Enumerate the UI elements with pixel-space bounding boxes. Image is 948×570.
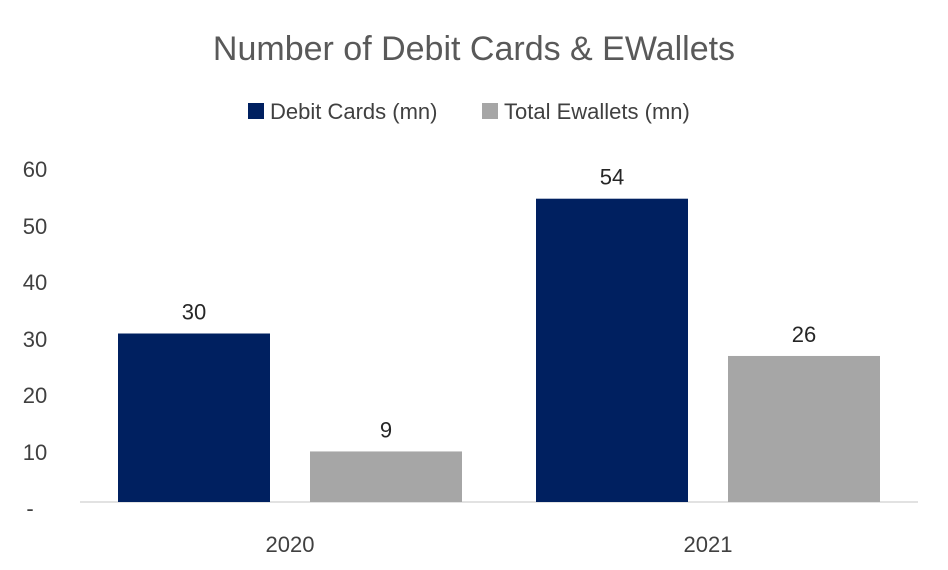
y-axis: - 10 20 30 40 50 60 bbox=[23, 157, 47, 521]
data-label-debit-cards-2020: 30 bbox=[182, 300, 206, 325]
x-category-label: 2021 bbox=[684, 532, 733, 557]
data-label-debit-cards-2021: 54 bbox=[600, 165, 624, 190]
y-tick-label: 20 bbox=[23, 383, 47, 408]
data-label-total-ewallets-2021: 26 bbox=[792, 322, 816, 347]
y-tick-label: 50 bbox=[23, 214, 47, 239]
bar-total-ewallets-2021 bbox=[728, 355, 880, 502]
legend-swatch-total-ewallets bbox=[482, 103, 498, 119]
bar-debit-cards-2020 bbox=[118, 333, 270, 502]
y-tick-label: 40 bbox=[23, 270, 47, 295]
legend: Debit Cards (mn) Total Ewallets (mn) bbox=[248, 99, 690, 124]
legend-swatch-debit-cards bbox=[248, 103, 264, 119]
legend-label-total-ewallets: Total Ewallets (mn) bbox=[504, 99, 690, 124]
y-tick-label: 10 bbox=[23, 440, 47, 465]
data-label-total-ewallets-2020: 9 bbox=[380, 417, 392, 442]
bar-debit-cards-2021 bbox=[536, 198, 688, 502]
y-tick-label: - bbox=[26, 496, 33, 521]
chart-title: Number of Debit Cards & EWallets bbox=[213, 30, 735, 68]
legend-label-debit-cards: Debit Cards (mn) bbox=[270, 99, 437, 124]
y-tick-label: 30 bbox=[23, 327, 47, 352]
bars-group: 30 9 54 26 bbox=[118, 165, 880, 502]
x-category-label: 2020 bbox=[266, 532, 315, 557]
y-tick-label: 60 bbox=[23, 157, 47, 182]
bar-total-ewallets-2020 bbox=[310, 451, 462, 502]
x-axis: 2020 2021 bbox=[266, 532, 733, 557]
